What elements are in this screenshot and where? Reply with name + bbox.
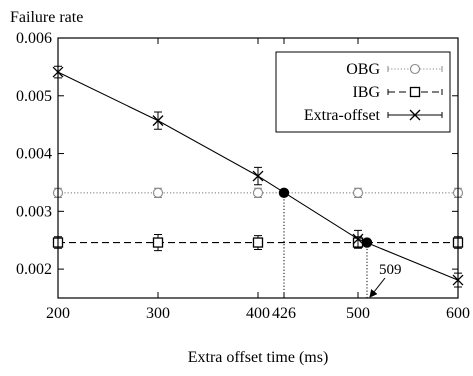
legend-swatch-marker <box>409 109 421 121</box>
x-tick-label: 500 <box>346 305 370 322</box>
x-tick-label: 300 <box>146 305 170 322</box>
data-point <box>252 237 264 248</box>
x-axis-title: Extra offset time (ms) <box>188 349 329 366</box>
legend-swatch-cap <box>387 66 443 72</box>
y-axis-title: Failure rate <box>10 9 83 26</box>
y-tick-label: 0.005 <box>16 88 52 105</box>
annotation-arrow <box>369 277 386 298</box>
data-point <box>152 187 164 198</box>
y-tick-label: 0.006 <box>16 30 52 47</box>
data-point <box>152 115 164 127</box>
plot-area: 509 0.002 0.003 0.004 0.005 0.006 200 300 400 500… <box>16 30 470 322</box>
intersection-point <box>278 187 290 199</box>
data-point <box>352 233 364 245</box>
legend: OBG IBG Extra-offset <box>275 51 451 133</box>
data-point <box>252 187 264 198</box>
x-tick-label: 200 <box>46 305 70 322</box>
y-tick-label: 0.002 <box>16 261 52 278</box>
x-tick-label: 426 <box>272 305 296 322</box>
legend-label: OBG <box>346 61 380 78</box>
legend-swatch-marker <box>409 86 421 98</box>
y-tick-label: 0.003 <box>16 203 52 220</box>
x-tick-label: 600 <box>446 305 470 322</box>
intersection-point <box>361 237 373 248</box>
legend-swatch-marker <box>409 63 421 75</box>
y-tick-label: 0.004 <box>16 146 52 163</box>
legend-swatch-cap <box>387 112 443 118</box>
legend-label: IBG <box>352 84 380 101</box>
annotation-label: 509 <box>379 262 402 278</box>
legend-label: Extra-offset <box>304 107 381 124</box>
data-point <box>152 237 164 248</box>
legend-swatch-cap <box>387 89 443 95</box>
data-point <box>252 170 264 182</box>
x-tick-label: 400 <box>246 305 270 322</box>
data-point <box>352 187 364 198</box>
